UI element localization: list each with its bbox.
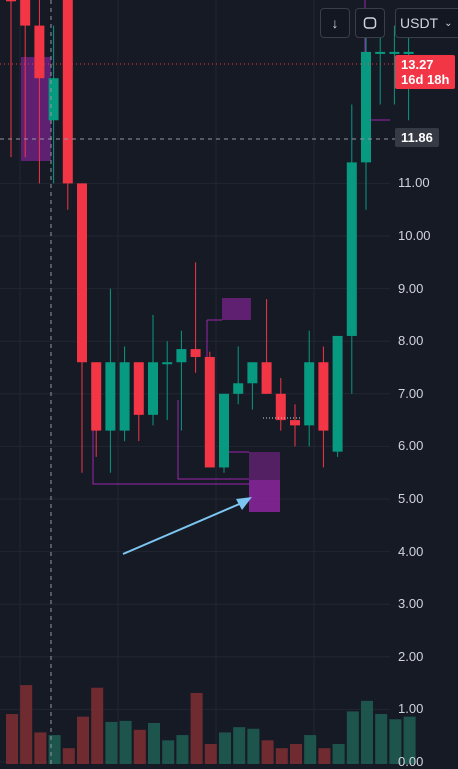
candle-body (361, 51, 371, 163)
candle-body (162, 362, 173, 365)
arrow-down-icon: ↓ (331, 15, 339, 31)
candles (6, 0, 414, 473)
volume-bar (6, 714, 18, 764)
candle-body (77, 183, 87, 363)
y-tick-label: 3.00 (398, 596, 424, 612)
volume-bar (290, 744, 302, 764)
volume-bar (247, 728, 260, 764)
candle-body (233, 383, 244, 394)
y-tick-label: 2.00 (398, 648, 424, 664)
zone-line (177, 400, 249, 480)
candle-body (332, 335, 343, 452)
chevron-down-icon: ⌄ (444, 17, 453, 29)
volume-bar (219, 732, 231, 764)
volume-bar (204, 744, 217, 764)
candle-body (290, 420, 300, 426)
y-tick-label: 1.00 (398, 701, 424, 717)
candle-body (91, 362, 102, 431)
volume-bar (91, 687, 104, 764)
volume-bar (105, 721, 118, 764)
order-block-box (222, 298, 251, 320)
y-tick-label: 7.00 (398, 385, 424, 401)
volume-bar (375, 714, 388, 764)
candle-body (20, 0, 31, 26)
y-tick-label: 0.00 (398, 754, 424, 769)
volume-bar (261, 740, 274, 764)
candle-body (204, 356, 215, 468)
y-tick-label: 9.00 (398, 280, 424, 296)
volume-bar (403, 716, 416, 764)
y-tick-label: 8.00 (398, 333, 424, 349)
volume-bar (389, 719, 402, 764)
volume-bar (77, 716, 89, 764)
candle-body (48, 78, 59, 121)
candle-body (318, 362, 329, 431)
price-lines (0, 0, 395, 764)
crosshair-price-tag: 11.86 (395, 128, 439, 147)
y-tick-label: 5.00 (398, 491, 424, 506)
volume-bar (346, 711, 359, 764)
candle-body (148, 362, 158, 415)
candle-body (247, 362, 258, 384)
reset-icon (363, 17, 377, 29)
last-price-tag: 13.27 16d 18h (395, 55, 456, 89)
candle-body (6, 0, 16, 2)
highlight-arrow-head (236, 497, 252, 510)
candle-body (219, 393, 229, 468)
volume-bar (48, 735, 61, 764)
candle-body (403, 51, 414, 54)
volume-bar (304, 735, 317, 764)
candle-body (34, 25, 45, 79)
volume-bar (233, 727, 246, 764)
currency-select[interactable]: USDT ⌄ (395, 8, 458, 38)
volume-bar (62, 748, 75, 764)
volume-bar (162, 740, 175, 764)
candle-body (133, 362, 144, 415)
volume-bar (318, 748, 331, 764)
y-tick-label: 6.00 (398, 438, 424, 454)
volume-bar (119, 720, 132, 764)
volume-bar (148, 722, 160, 764)
volume-bar (20, 685, 33, 764)
currency-label: USDT (400, 15, 439, 31)
volume-bar (332, 744, 345, 764)
volume-bar (275, 748, 288, 764)
crosshair-price-value: 11.86 (401, 130, 433, 145)
candle-body (304, 362, 315, 426)
volume-bar (176, 735, 189, 764)
y-tick-label: 11.00 (398, 175, 430, 191)
y-tick-label: 4.00 (398, 543, 424, 559)
candle-body (261, 362, 272, 394)
order-block-box (249, 480, 280, 512)
volume-bar (190, 692, 203, 764)
candle-body (105, 362, 116, 431)
candle-body (190, 349, 201, 357)
highlight-arrow (122, 501, 245, 555)
volume-bar (361, 700, 373, 764)
candle-body (346, 162, 357, 336)
scroll-down-button[interactable]: ↓ (320, 8, 350, 38)
countdown-value: 16d 18h (401, 72, 450, 87)
candle-body (119, 362, 130, 431)
candle-body (389, 51, 400, 54)
candle-body (62, 0, 73, 184)
order-block-box (249, 452, 280, 480)
candle-body (375, 51, 386, 54)
candle-body (275, 393, 286, 421)
volume-bars (6, 685, 416, 764)
reset-view-button[interactable] (355, 8, 385, 38)
last-price-value: 13.27 (401, 57, 434, 72)
y-tick-label: 10.00 (398, 228, 431, 243)
volume-bar (133, 729, 146, 764)
volume-bar (34, 732, 47, 764)
order-block-overlays (21, 0, 390, 555)
candle-body (176, 349, 187, 363)
